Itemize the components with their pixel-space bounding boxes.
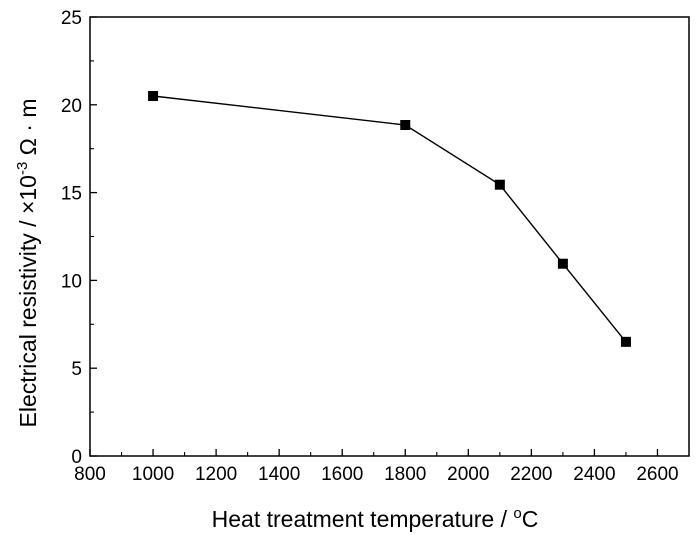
x-tick-label: 1200	[195, 464, 237, 485]
y-axis-title-sup: -3	[14, 162, 31, 175]
data-point	[148, 91, 159, 102]
x-tick-label: 1400	[258, 464, 300, 485]
data-point	[494, 179, 505, 190]
x-axis-title-unit: C	[522, 506, 539, 532]
x-axis-title-sup: o	[513, 505, 521, 522]
y-axis-title-unit: Ω · m	[15, 99, 41, 162]
data-point	[400, 119, 411, 130]
y-tick-label: 0	[71, 447, 82, 468]
x-tick-label: 2600	[636, 464, 678, 485]
y-axis-title-text: Electrical resistivity / ×10	[15, 175, 41, 427]
x-tick-label: 1600	[321, 464, 363, 485]
x-tick-label: 800	[74, 464, 106, 485]
series-line	[153, 95, 627, 343]
x-axis-ticks: 800 1000 1200 1400 1600 1800 2000 2200 2400 2600	[74, 449, 679, 485]
y-tick-label: 10	[61, 271, 82, 292]
y-tick-label: 25	[61, 8, 82, 29]
x-tick-label: 2400	[573, 464, 615, 485]
x-tick-label: 2000	[447, 464, 489, 485]
y-tick-label: 5	[71, 359, 82, 380]
x-tick-label: 1800	[384, 464, 426, 485]
y-tick-label: 15	[61, 184, 82, 205]
y-axis-ticks: 0 5 10 15 20 25	[61, 8, 97, 468]
x-tick-label: 2200	[510, 464, 552, 485]
data-point	[557, 258, 568, 269]
data-point	[620, 336, 631, 347]
x-axis-title-text: Heat treatment temperature /	[212, 506, 514, 532]
y-axis-title: Electrical resistivity / ×10-3 Ω · m	[14, 99, 41, 428]
data-series	[148, 91, 631, 347]
plot-frame	[89, 16, 690, 457]
x-tick-label: 1000	[132, 464, 174, 485]
y-tick-label: 20	[61, 96, 82, 117]
x-axis-title: Heat treatment temperature / oC	[212, 505, 539, 532]
